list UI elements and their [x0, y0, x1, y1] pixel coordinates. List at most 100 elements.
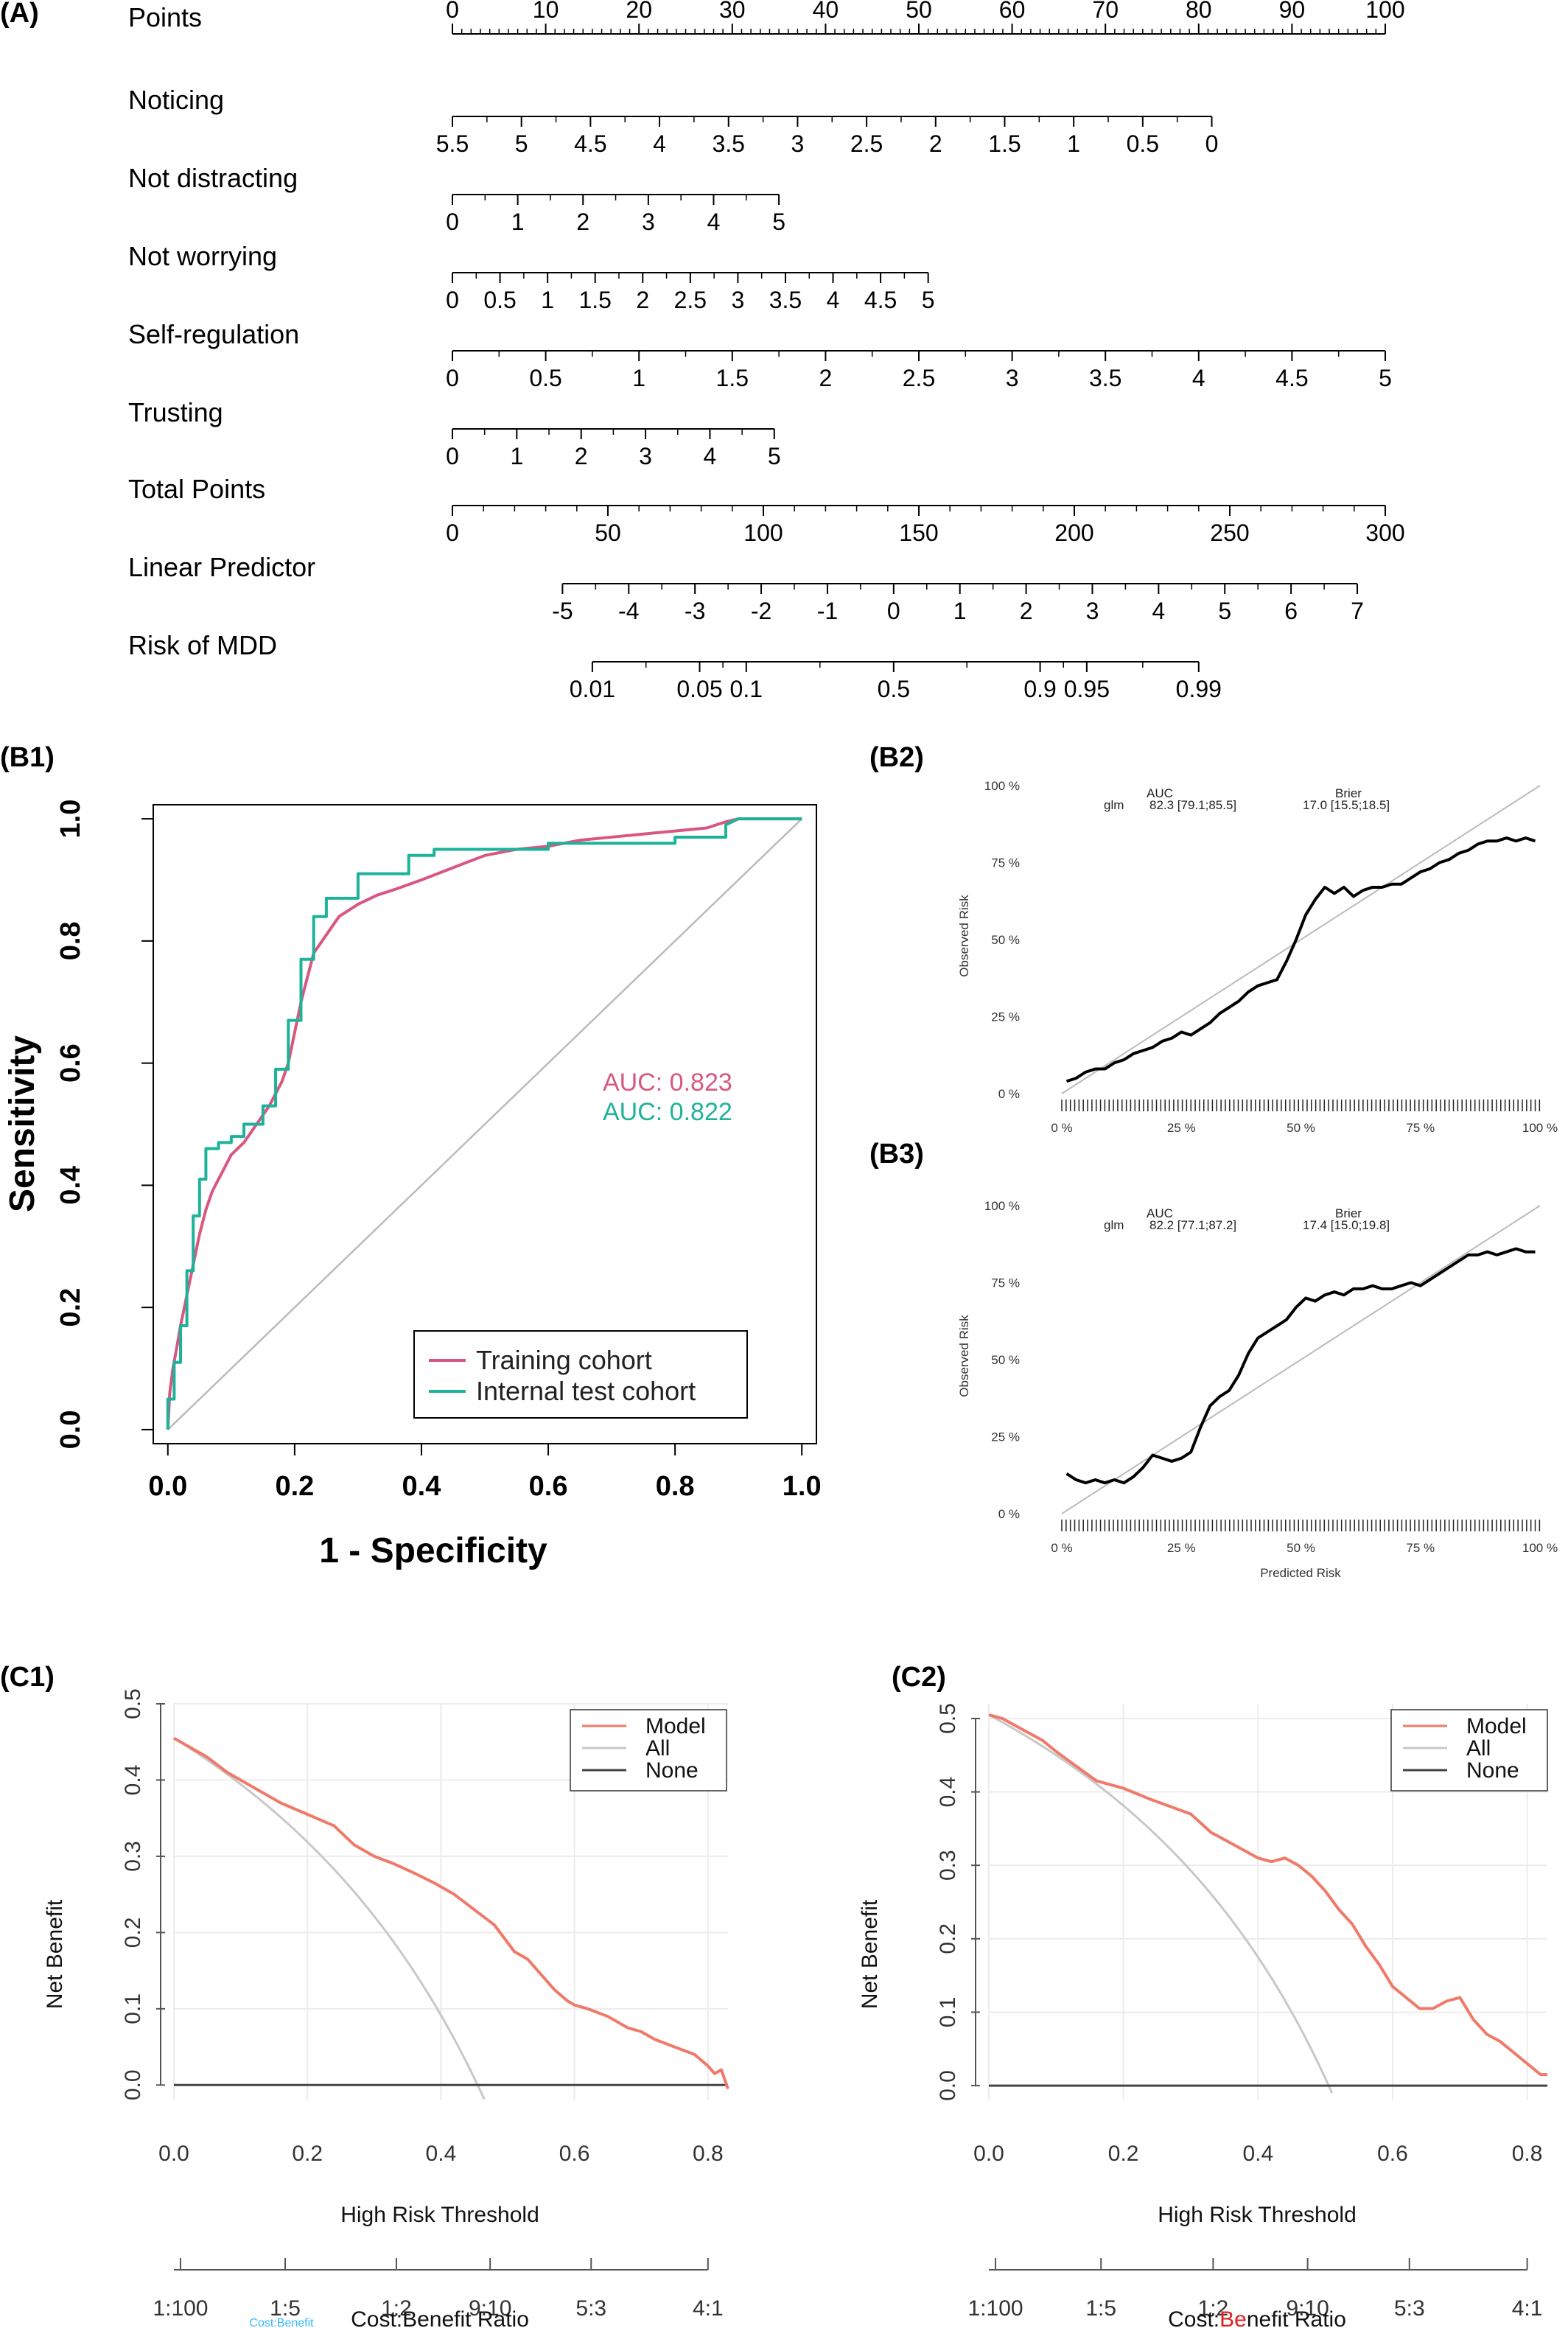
b3-brier-value: 17.4 [15.0;19.8]	[1303, 1218, 1390, 1232]
c1-x-axis-title: High Risk Threshold	[340, 2203, 539, 2227]
nomogram-tick-label: 0	[446, 365, 459, 391]
nomogram-tick-label: 0	[887, 598, 900, 624]
calibration-x-tick-label: 50 %	[1287, 1541, 1315, 1555]
c2-cb-part-3: nefit Ratio	[1247, 2307, 1346, 2328]
dca-y-tick-label: 0.4	[121, 1765, 145, 1796]
dca-x-tick-label: 0.6	[559, 2142, 590, 2166]
cost-benefit-tick-label: 9:10	[469, 2296, 511, 2321]
calibration-x-tick-label: 50 %	[1287, 1121, 1315, 1135]
nomogram-tick-label: 2	[929, 130, 942, 157]
c2-cb-part-1: Cost:	[1168, 2307, 1219, 2328]
nomogram-tick-label: 100	[1365, 0, 1404, 23]
panel-label-a: (A)	[0, 0, 39, 29]
legend-label-training: Training cohort	[476, 1345, 652, 1375]
cost-benefit-tick-label: 1:5	[1085, 2296, 1116, 2321]
c1-legend-box	[570, 1709, 727, 1792]
roc-x-tick-label: 0.8	[656, 1471, 695, 1502]
dca-y-tick-label: 0.5	[121, 1688, 145, 1719]
panel-label-b1: (B1)	[0, 742, 55, 773]
dca-x-tick-label: 0.0	[973, 2142, 1004, 2166]
calibration-x-tick-label: 0 %	[1051, 1121, 1072, 1135]
nomogram-tick-label: 1.5	[988, 130, 1021, 157]
b3-brier-header: Brier	[1335, 1206, 1362, 1220]
nomogram-tick-label: 4.5	[574, 130, 606, 157]
calibration-y-tick-label: 0 %	[998, 1087, 1020, 1101]
c1-y-axis-title: Net Benefit	[43, 1899, 67, 2009]
nomogram-tick-label: 1.5	[578, 287, 611, 313]
cost-benefit-tick-label: 4:1	[693, 2296, 724, 2321]
c2-cb-part-2: Be	[1219, 2307, 1247, 2328]
nomogram-tick-label: 5.5	[436, 130, 469, 157]
c2-legend-all: All	[1466, 1736, 1491, 1761]
calibration-chart-b3: AUC Brier glm 82.2 [77.1;87.2] 17.4 [15.…	[957, 1199, 1558, 1580]
calibration-x-tick-label: 75 %	[1406, 1541, 1435, 1555]
dca-model-curve	[988, 1713, 1547, 2077]
calibration-y-tick-label: 50 %	[991, 933, 1020, 947]
nomogram-tick-label: 5	[515, 130, 528, 157]
panel-label-b3: (B3)	[869, 1139, 924, 1170]
dca-y-tick-label: 0.0	[121, 2069, 145, 2100]
c1-faint-label: Cost:Benefit	[249, 2317, 314, 2328]
nomogram-tick-label: 80	[1186, 0, 1212, 23]
dca-y-tick-label: 0.4	[936, 1777, 960, 1808]
nomogram-tick-label: 0	[446, 0, 459, 23]
nomogram-row-label-not-worrying: Not worrying	[128, 241, 277, 271]
b2-model-name: glm	[1104, 798, 1124, 812]
b3-model-name: glm	[1104, 1218, 1124, 1232]
cost-benefit-tick-label: 1:2	[381, 2296, 412, 2321]
decision-curve-c1: 0.0 0.2 0.4 0.6 0.8 0.0 0.1 0.2 0.3 0.4 0.5 1:100 1:…	[43, 1688, 729, 2328]
calibration-x-tick-label: 75 %	[1406, 1121, 1435, 1135]
dca-y-tick-label: 0.2	[121, 1918, 145, 1948]
nomogram-row-label-self-regulation: Self-regulation	[128, 319, 299, 349]
roc-y-axis-title: Sensitivity	[3, 1035, 42, 1212]
cost-benefit-tick-label: 5:3	[575, 2296, 606, 2321]
roc-y-tick-label: 0.0	[55, 1411, 86, 1450]
cost-benefit-tick-label: 5:3	[1394, 2296, 1425, 2321]
b2-brier-value: 17.0 [15.5;18.5]	[1303, 798, 1390, 812]
nomogram-tick-label: 30	[719, 0, 746, 23]
nomogram-tick-label: 2	[1020, 598, 1033, 624]
nomogram-tick-label: 1	[632, 365, 645, 391]
nomogram-tick-label: 0	[1205, 130, 1219, 157]
nomogram-tick-label: 1.5	[716, 365, 749, 391]
c1-legend-all: All	[645, 1736, 670, 1761]
nomogram-tick-label: -3	[685, 598, 705, 624]
roc-x-tick-label: 0.0	[148, 1471, 187, 1502]
b3-x-axis-title: Predicted Risk	[1260, 1566, 1341, 1580]
nomogram-tick-label: 3	[791, 130, 805, 157]
nomogram-tick-label: 2	[819, 365, 833, 391]
auc-label-test: AUC: 0.822	[603, 1098, 732, 1126]
nomogram-tick-label: -5	[552, 598, 573, 624]
nomogram-tick-label: 4	[1152, 598, 1165, 624]
nomogram-tick-label: 50	[906, 0, 932, 23]
calibration-y-tick-label: 0 %	[998, 1507, 1020, 1521]
nomogram-tick-label: 2	[575, 443, 588, 469]
dca-y-tick-label: 0.3	[936, 1850, 960, 1881]
nomogram-tick-label: 10	[533, 0, 559, 23]
dca-x-tick-label: 0.4	[1242, 2142, 1273, 2166]
c2-cost-benefit-label: Cost:Benefit Ratio	[1168, 2307, 1346, 2328]
b2-auc-value: 82.3 [79.1;85.5]	[1149, 798, 1236, 812]
nomogram-tick-label: 70	[1092, 0, 1119, 23]
dca-all-curve	[173, 1737, 486, 2100]
nomogram-tick-label: 3	[642, 209, 655, 235]
dca-x-tick-label: 0.8	[1512, 2142, 1543, 2166]
nomogram-tick-label: 4	[707, 209, 721, 235]
nomogram-tick-label: 1	[511, 209, 525, 235]
nomogram-row-label-not-distracting: Not distracting	[128, 163, 298, 193]
calibration-x-tick-label: 25 %	[1167, 1541, 1196, 1555]
dca-y-tick-label: 0.0	[936, 2070, 960, 2101]
dca-all-curve	[988, 1713, 1334, 2094]
nomogram-tick-label: 0	[446, 520, 459, 546]
c1-legend-none: None	[645, 1758, 699, 1783]
dca-y-tick-label: 0.1	[121, 1993, 145, 2024]
c1-cost-benefit-label: Cost:Benefit Ratio	[351, 2307, 529, 2328]
nomogram-tick-label: -2	[751, 598, 771, 624]
nomogram-tick-label: 1	[541, 287, 554, 313]
b3-auc-header: AUC	[1147, 1206, 1173, 1220]
nomogram-row-label-risk-of-mdd: Risk of MDD	[128, 630, 277, 660]
nomogram-tick-label: 2	[576, 209, 589, 235]
dca-x-tick-label: 0.8	[693, 2142, 724, 2166]
roc-y-tick-label: 0.8	[55, 921, 86, 960]
